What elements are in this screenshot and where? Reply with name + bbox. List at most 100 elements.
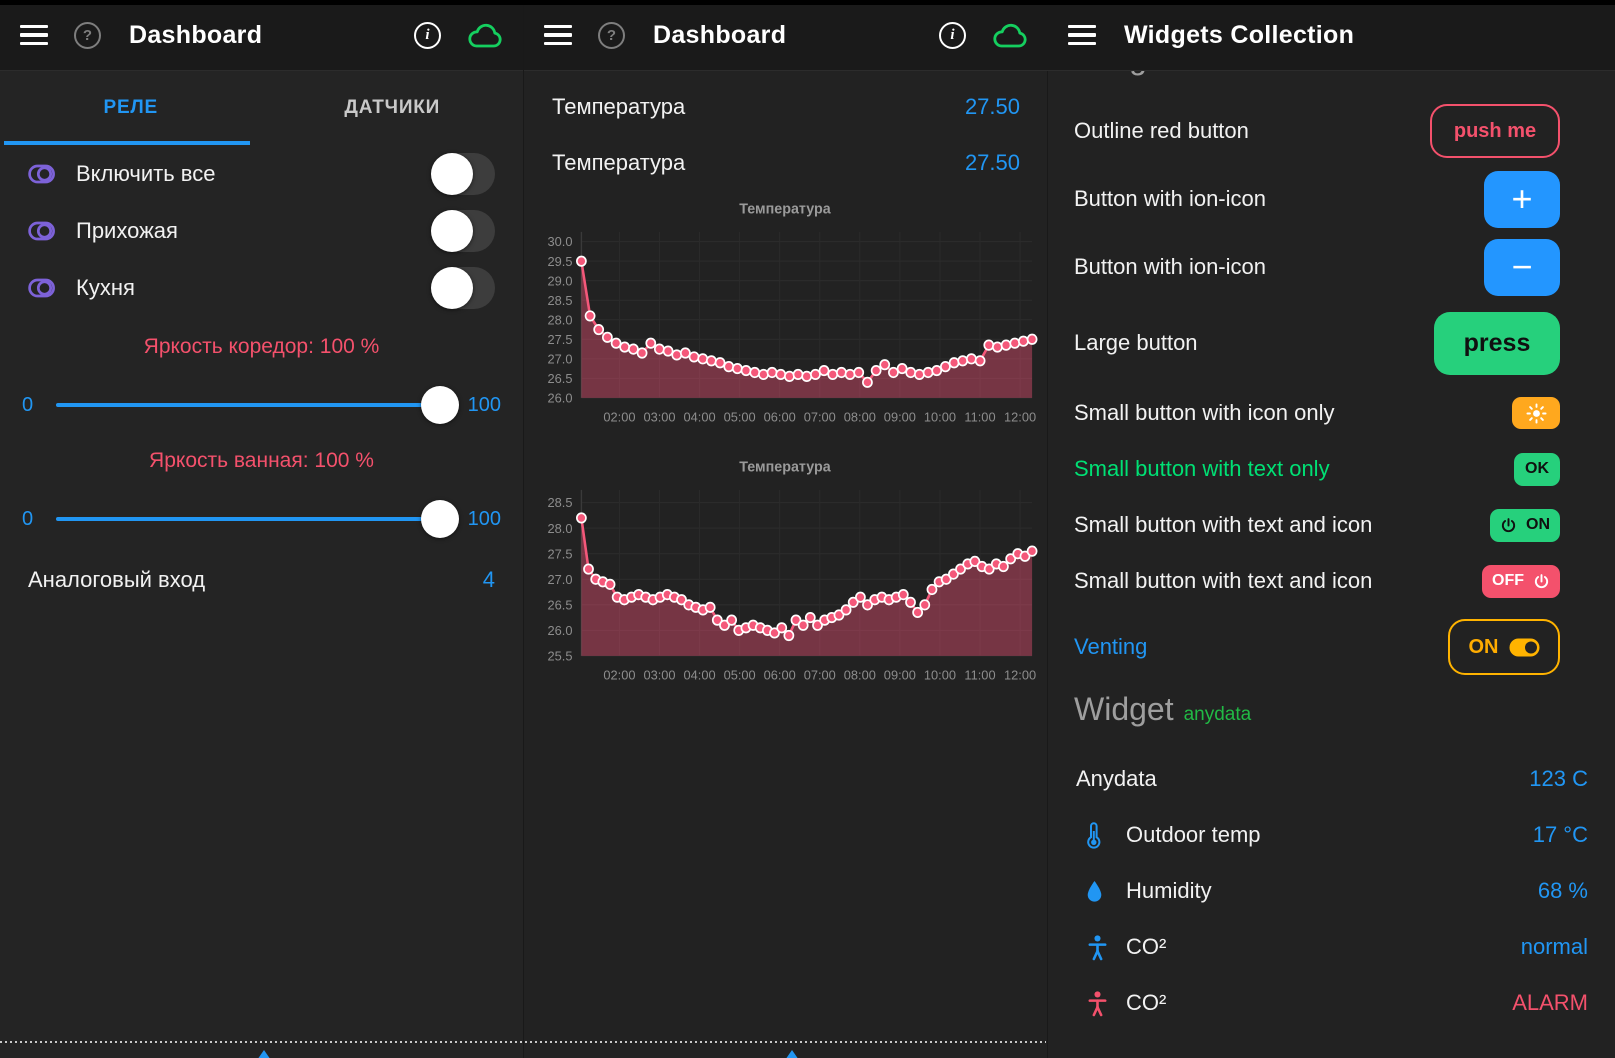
widget-label: Small button with text only [1074, 456, 1330, 481]
toggle-rings-icon [28, 164, 55, 183]
tab-sensors[interactable]: ДАТЧИКИ [344, 97, 441, 118]
slider-max-label: 100 [467, 393, 501, 416]
svg-text:03:00: 03:00 [643, 667, 675, 682]
slider-knob[interactable] [421, 500, 459, 538]
svg-text:29.5: 29.5 [547, 254, 572, 269]
widget-label: Button with ion-icon [1074, 254, 1266, 279]
toggle-on-button[interactable]: ON [1448, 619, 1560, 675]
sensor-data-row: Outdoor temp 17 °C [1048, 807, 1615, 863]
power-button[interactable]: OFF [1482, 564, 1560, 598]
temperature-label: Температура [552, 94, 686, 119]
svg-text:06:00: 06:00 [764, 409, 796, 424]
page-up-indicator-icon [783, 1050, 801, 1058]
help-icon[interactable]: ? [74, 21, 101, 49]
person-icon [1088, 934, 1107, 960]
switch-knob[interactable] [431, 152, 473, 195]
svg-text:02:00: 02:00 [603, 409, 635, 424]
button-text: ON [1468, 635, 1499, 658]
button-text: OK [1525, 460, 1549, 477]
plus-button[interactable]: + [1484, 170, 1560, 228]
sensor-value: 68 % [1537, 878, 1588, 903]
panel-dashboard-sensors: ? Dashboard i Температура 27.50 Температ… [523, 0, 1048, 1058]
widget-label: Large button [1074, 330, 1198, 355]
sensor-value: ALARM [1512, 990, 1588, 1015]
switch-knob[interactable] [431, 266, 473, 309]
widget-label: Small button with icon only [1074, 400, 1335, 425]
analog-input-label: Аналоговый вход [28, 567, 206, 592]
sensor-data-row: Humidity 68 % [1048, 863, 1615, 919]
svg-text:27.5: 27.5 [547, 546, 572, 561]
minus-button[interactable]: − [1484, 238, 1560, 296]
cloud-status-icon[interactable] [467, 21, 503, 49]
menu-icon[interactable] [544, 24, 572, 46]
temperature-chart-2: Температура 25.5 26.0 26.5 27.0 27.5 28.0 28.5 0… [530, 455, 1040, 701]
switch-knob[interactable] [431, 209, 473, 252]
temperature-chart-1: Температура 26.0 26.5 27.0 27.5 28.0 28.5 29.0 2… [530, 197, 1040, 443]
minus-icon: − [1511, 246, 1533, 287]
widget-button-row: Small button with text and icon ON [1048, 497, 1615, 553]
help-icon[interactable]: ? [598, 21, 625, 49]
toggle-switch[interactable] [431, 152, 495, 195]
svg-text:28.5: 28.5 [547, 293, 572, 308]
widget-button[interactable]: push me [1430, 104, 1560, 158]
svg-text:04:00: 04:00 [684, 409, 716, 424]
page-up-indicator-icon [255, 1050, 273, 1058]
svg-text:10:00: 10:00 [924, 409, 956, 424]
svg-text:28.5: 28.5 [547, 495, 572, 510]
analog-input-value: 4 [482, 567, 495, 592]
toggle-switch[interactable] [431, 209, 495, 252]
svg-text:26.5: 26.5 [547, 597, 572, 612]
scroll-divider [0, 1041, 1046, 1043]
widget-label: Outline red button [1074, 118, 1249, 143]
svg-text:28.0: 28.0 [547, 521, 572, 536]
power-icon [1534, 573, 1549, 588]
temperature-value: 27.50 [964, 94, 1020, 119]
svg-text:07:00: 07:00 [804, 409, 836, 424]
thermometer-icon [1087, 821, 1101, 849]
menu-icon[interactable] [1068, 24, 1096, 46]
slider-title: Яркость ванная: 100 % [149, 449, 374, 472]
slider-max-label: 100 [467, 507, 501, 530]
svg-text:26.0: 26.0 [547, 623, 572, 638]
plus-icon: + [1511, 178, 1533, 219]
sun-icon [1525, 402, 1547, 424]
slider-row: 0 100 [0, 372, 523, 438]
cloud-status-icon[interactable] [992, 21, 1028, 49]
toggle-on-icon [1509, 638, 1539, 656]
svg-text:26.0: 26.0 [547, 390, 572, 405]
widget-button-row: Small button with text and icon OFF [1048, 553, 1615, 609]
info-icon[interactable]: i [414, 21, 441, 49]
svg-text:26.5: 26.5 [547, 371, 572, 386]
sensor-label: Anydata [1076, 766, 1157, 791]
widget-button-row: Small button with icon only [1048, 385, 1615, 441]
slider-track[interactable] [56, 500, 459, 538]
sun-button[interactable] [1512, 397, 1560, 429]
svg-text:09:00: 09:00 [884, 667, 916, 682]
widget-button[interactable]: press [1434, 311, 1560, 375]
toggle-rings-icon [28, 278, 55, 297]
svg-text:09:00: 09:00 [884, 409, 916, 424]
slider-knob[interactable] [421, 386, 459, 424]
analog-input-row: Аналоговый вход 4 [0, 552, 523, 608]
tab-relays[interactable]: РЕЛЕ [103, 97, 159, 118]
svg-text:27.0: 27.0 [547, 572, 572, 587]
power-button[interactable]: ON [1490, 508, 1560, 542]
page-title: Widgets Collection [1124, 20, 1355, 49]
widget-button-row: Outline red button push me [1048, 97, 1615, 165]
sensor-data-row: CO² ALARM [1048, 975, 1615, 1031]
widget-label: Button with ion-icon [1074, 186, 1266, 211]
toggle-switch[interactable] [431, 266, 495, 309]
menu-icon[interactable] [20, 24, 48, 46]
switch-label: Включить все [76, 160, 216, 186]
switch-row: Кухня [0, 259, 523, 316]
svg-text:27.0: 27.0 [547, 351, 572, 366]
svg-text:08:00: 08:00 [844, 409, 876, 424]
widget-button[interactable]: OK [1514, 452, 1560, 486]
info-icon[interactable]: i [939, 21, 966, 49]
section-subtitle: anydata [1183, 704, 1252, 725]
slider-track[interactable] [56, 386, 459, 424]
widget-button-row: Button with ion-icon + [1048, 165, 1615, 233]
sensor-value: normal [1520, 934, 1588, 959]
svg-text:06:00: 06:00 [764, 667, 796, 682]
